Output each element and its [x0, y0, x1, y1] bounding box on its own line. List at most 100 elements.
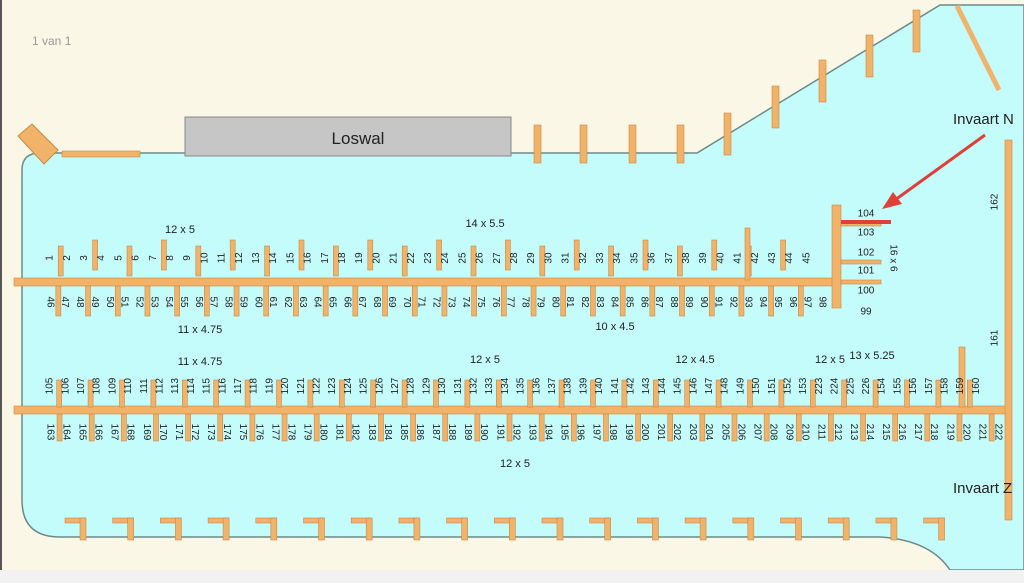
berth-132[interactable]: 132: [469, 377, 480, 394]
berth-size-label[interactable]: 12 x 4.5: [675, 354, 714, 366]
berth-63[interactable]: 63: [297, 296, 308, 308]
berth-16[interactable]: 16: [303, 252, 314, 264]
berth-142[interactable]: 142: [626, 377, 637, 394]
berth-76[interactable]: 76: [490, 296, 501, 308]
berth-165[interactable]: 165: [76, 424, 87, 441]
berth-size-label[interactable]: 11 x 4.75: [178, 324, 222, 336]
berth-100[interactable]: 100: [858, 286, 875, 297]
berth-150[interactable]: 150: [751, 377, 762, 394]
berth-70[interactable]: 70: [401, 296, 412, 308]
berth-106[interactable]: 106: [60, 377, 71, 394]
berth-177[interactable]: 177: [269, 424, 280, 441]
berth-216[interactable]: 216: [896, 424, 907, 441]
berth-143[interactable]: 143: [641, 377, 652, 394]
berth-107[interactable]: 107: [76, 377, 87, 394]
berth-127[interactable]: 127: [390, 377, 401, 394]
berth-4[interactable]: 4: [96, 255, 107, 261]
berth-60[interactable]: 60: [252, 296, 263, 308]
berth-144[interactable]: 144: [657, 377, 668, 394]
berth-193[interactable]: 193: [526, 424, 537, 441]
berth-202[interactable]: 202: [671, 424, 682, 441]
berth-104[interactable]: 104: [858, 209, 875, 220]
berth-9[interactable]: 9: [182, 255, 193, 261]
berth-210[interactable]: 210: [800, 424, 811, 441]
berth-178[interactable]: 178: [285, 424, 296, 441]
berth-39[interactable]: 39: [698, 252, 709, 264]
berth-105[interactable]: 105: [45, 377, 56, 394]
berth-224[interactable]: 224: [830, 377, 841, 394]
berth-166[interactable]: 166: [93, 424, 104, 441]
berth-122[interactable]: 122: [312, 377, 323, 394]
berth-61[interactable]: 61: [267, 296, 278, 308]
berth-size-label[interactable]: 12 x 5: [470, 354, 500, 366]
berth-189[interactable]: 189: [462, 424, 473, 441]
berth-131[interactable]: 131: [453, 377, 464, 394]
berth-133[interactable]: 133: [484, 377, 495, 394]
berth-46[interactable]: 46: [44, 296, 55, 308]
berth-93[interactable]: 93: [742, 296, 753, 308]
berth-2[interactable]: 2: [62, 255, 73, 261]
berth-6[interactable]: 6: [131, 255, 142, 261]
berth-size-label[interactable]: 12 x 5: [165, 224, 195, 236]
berth-121[interactable]: 121: [296, 377, 307, 394]
berth-119[interactable]: 119: [264, 378, 275, 394]
berth-88[interactable]: 88: [668, 296, 679, 308]
berth-199[interactable]: 199: [623, 424, 634, 441]
berth-72[interactable]: 72: [430, 296, 441, 308]
berth-198[interactable]: 198: [607, 424, 618, 441]
berth-62[interactable]: 62: [282, 296, 293, 308]
berth-44[interactable]: 44: [784, 252, 795, 264]
berth-35[interactable]: 35: [629, 252, 640, 264]
berth-79[interactable]: 79: [534, 296, 545, 308]
berth-97[interactable]: 97: [802, 296, 813, 308]
berth-55[interactable]: 55: [178, 296, 189, 308]
berth-174[interactable]: 174: [221, 424, 232, 441]
berth-139[interactable]: 139: [578, 377, 589, 394]
berth-27[interactable]: 27: [492, 252, 503, 264]
berth-50[interactable]: 50: [104, 296, 115, 308]
berth-53[interactable]: 53: [148, 296, 159, 308]
berth-82[interactable]: 82: [579, 296, 590, 308]
berth-87[interactable]: 87: [653, 296, 664, 308]
berth-98[interactable]: 98: [817, 296, 828, 308]
berth-81[interactable]: 81: [564, 296, 575, 308]
berth-223[interactable]: 223: [814, 377, 825, 394]
berth-187[interactable]: 187: [430, 424, 441, 441]
berth-14[interactable]: 14: [268, 252, 279, 264]
berth-164[interactable]: 164: [60, 424, 71, 441]
berth-103[interactable]: 103: [858, 228, 875, 239]
berth-124[interactable]: 124: [343, 377, 354, 394]
berth-146[interactable]: 146: [688, 377, 699, 394]
berth-31[interactable]: 31: [561, 252, 572, 264]
berth-188[interactable]: 188: [446, 424, 457, 441]
berth-161[interactable]: 161: [990, 329, 1001, 346]
berth-size-label[interactable]: 10 x 4.5: [595, 321, 634, 333]
berth-43[interactable]: 43: [767, 252, 778, 264]
berth-86[interactable]: 86: [638, 296, 649, 308]
berth-30[interactable]: 30: [543, 252, 554, 264]
berth-116[interactable]: 116: [217, 378, 228, 394]
berth-45[interactable]: 45: [801, 252, 812, 264]
berth-219[interactable]: 219: [944, 424, 955, 441]
berth-184[interactable]: 184: [382, 424, 393, 441]
berth-109[interactable]: 109: [107, 377, 118, 394]
berth-112[interactable]: 112: [155, 378, 166, 394]
berth-211[interactable]: 211: [816, 424, 827, 440]
berth-114[interactable]: 114: [186, 378, 197, 394]
berth-222[interactable]: 222: [992, 424, 1003, 441]
berth-83[interactable]: 83: [594, 296, 605, 308]
berth-196[interactable]: 196: [575, 424, 586, 441]
berth-28[interactable]: 28: [509, 252, 520, 264]
berth-205[interactable]: 205: [719, 424, 730, 441]
berth-101[interactable]: 101: [858, 266, 875, 277]
berth-217[interactable]: 217: [912, 424, 923, 441]
berth-204[interactable]: 204: [703, 424, 714, 441]
berth-162[interactable]: 162: [990, 193, 1001, 210]
berth-40[interactable]: 40: [715, 252, 726, 264]
berth-141[interactable]: 141: [610, 377, 621, 394]
berth-172[interactable]: 172: [189, 424, 200, 441]
berth-95[interactable]: 95: [772, 296, 783, 308]
berth-207[interactable]: 207: [751, 424, 762, 441]
berth-10[interactable]: 10: [199, 252, 210, 264]
berth-200[interactable]: 200: [639, 424, 650, 441]
